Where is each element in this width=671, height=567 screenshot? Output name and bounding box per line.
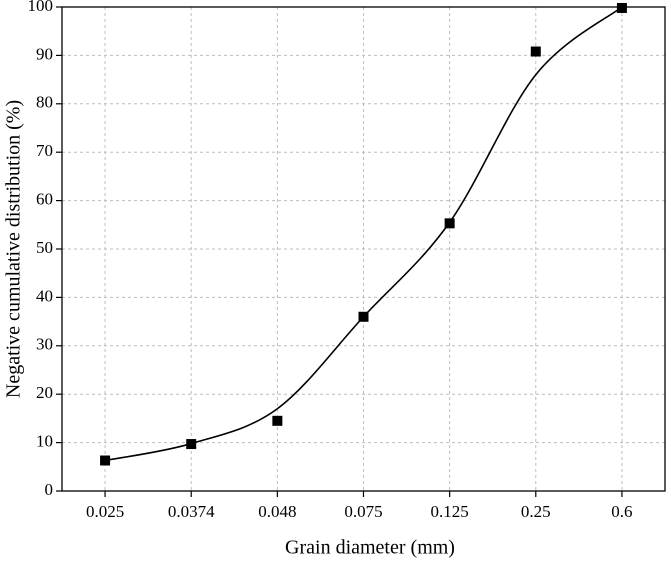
y-tick-label: 40 [36,286,53,305]
y-tick-label: 50 [36,238,53,257]
data-point [530,46,541,57]
y-tick-label: 30 [36,335,53,354]
x-tick-label: 0.0374 [168,502,215,521]
y-tick-label: 20 [36,383,53,402]
y-tick-label: 80 [36,93,53,112]
fit-curve [104,6,623,462]
x-tick-label: 0.048 [258,502,296,521]
x-axis-label: Grain diameter (mm) [285,537,455,559]
x-tick-label: 0.6 [611,502,632,521]
plot-frame [61,6,666,492]
x-tick-label: 0.125 [431,502,469,521]
x-tick-label: 0.025 [86,502,124,521]
y-tick-label: 100 [28,0,54,15]
x-tick-label: 0.25 [521,502,551,521]
y-tick-label: 10 [36,432,53,451]
y-tick-label: 90 [36,44,53,63]
data-point [272,415,283,426]
y-tick-label: 0 [45,480,54,499]
x-tick-label: 0.075 [344,502,382,521]
y-tick-label: 70 [36,141,53,160]
y-axis-label: Negative cumulative distribution (%) [3,100,25,398]
y-tick-label: 60 [36,190,53,209]
